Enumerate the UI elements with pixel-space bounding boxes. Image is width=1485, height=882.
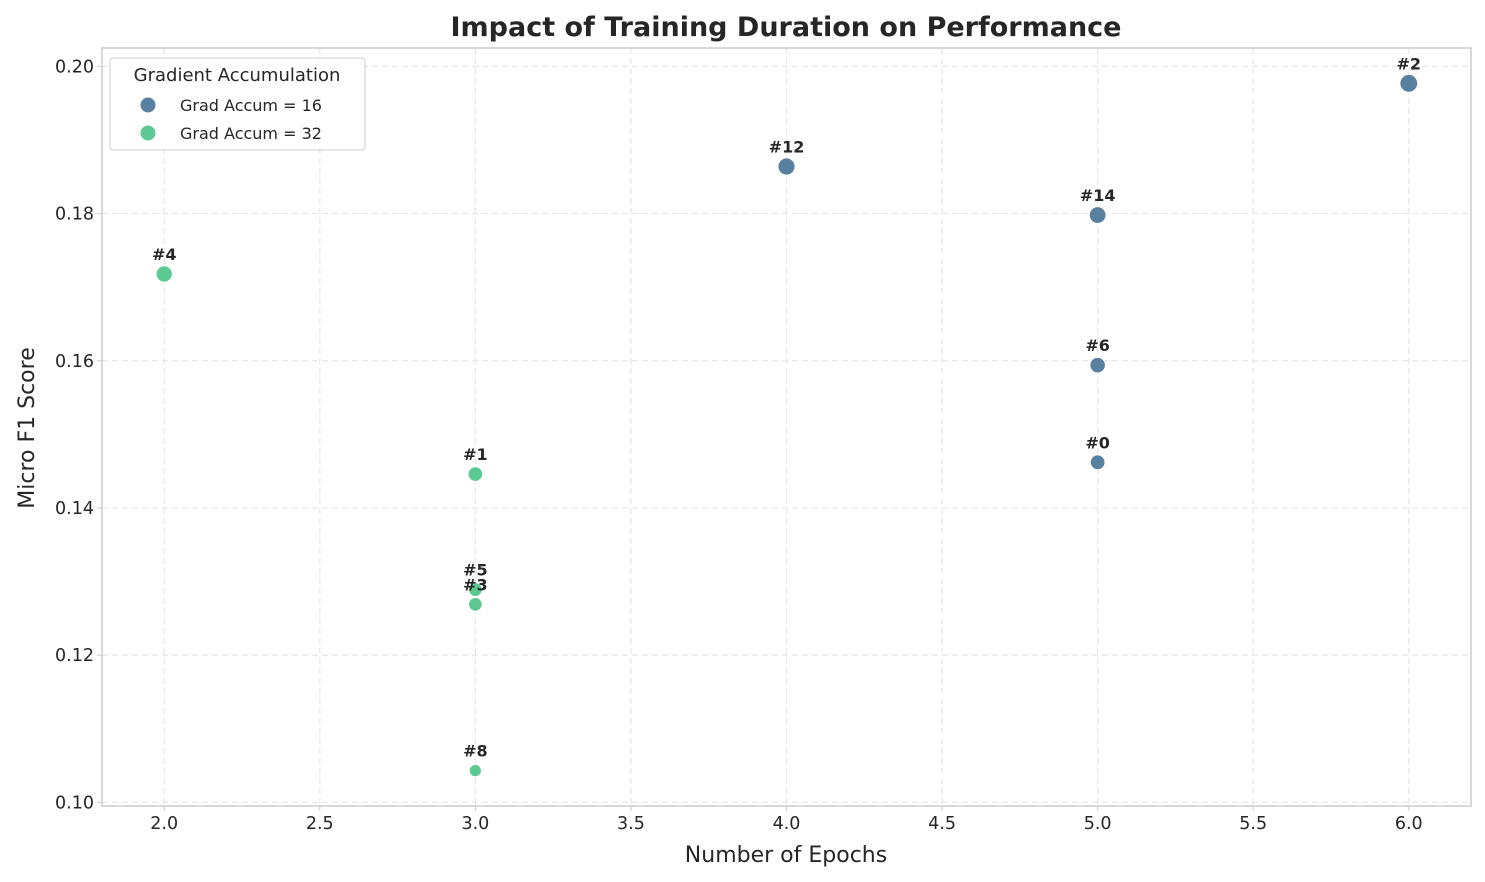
y-axis-ticks: 0.10 0.12 0.14 0.16 0.18 0.20	[55, 57, 102, 813]
x-tick-label: 5.0	[1084, 814, 1112, 834]
point-label: #8	[463, 742, 488, 761]
y-tick-label: 0.18	[55, 205, 94, 225]
grid	[102, 48, 1471, 806]
legend-marker-grad-accum-32	[139, 124, 157, 142]
point-label: #2	[1396, 54, 1421, 73]
data-point	[155, 265, 173, 283]
y-tick-label: 0.20	[55, 57, 94, 77]
x-tick-label: 3.5	[617, 814, 645, 834]
y-tick-label: 0.14	[55, 499, 94, 519]
point-label: #6	[1085, 336, 1110, 355]
point-label: #1	[463, 445, 488, 464]
data-point	[777, 157, 796, 176]
point-label: #5	[463, 561, 488, 580]
x-tick-label: 6.0	[1395, 814, 1423, 834]
y-tick-label: 0.16	[55, 352, 94, 372]
point-labels: #2 #12 #14 #6 #0 #4 #1 #5#3 #8	[152, 54, 1421, 760]
data-point	[468, 597, 483, 612]
legend-entry-grad-accum-32: Grad Accum = 32	[180, 124, 322, 143]
point-label: #4	[152, 245, 177, 264]
x-axis-ticks: 2.0 2.5 3.0 3.5 4.0 4.5 5.0 5.5 6.0	[150, 806, 1423, 834]
data-points	[155, 73, 1419, 778]
x-axis-label: Number of Epochs	[685, 843, 887, 868]
point-label: #3	[463, 575, 488, 594]
legend-marker-grad-accum-16	[139, 96, 157, 114]
point-label: #0	[1085, 433, 1110, 452]
data-point	[467, 582, 483, 598]
y-tick-label: 0.10	[55, 793, 94, 813]
x-tick-label: 2.5	[306, 814, 334, 834]
legend-entry-grad-accum-16: Grad Accum = 16	[180, 96, 322, 115]
data-point	[1089, 356, 1106, 374]
chart-title: Impact of Training Duration on Performan…	[451, 12, 1122, 43]
point-label: #12	[769, 137, 805, 156]
x-tick-label: 2.0	[150, 814, 178, 834]
legend-title: Gradient Accumulation	[134, 65, 341, 86]
x-tick-label: 3.0	[461, 814, 489, 834]
x-tick-label: 4.5	[928, 814, 956, 834]
data-point	[1089, 454, 1106, 471]
legend: Gradient Accumulation Grad Accum = 16 Gr…	[109, 57, 366, 151]
legend-box	[109, 57, 366, 151]
data-point	[467, 466, 484, 482]
data-point	[1088, 206, 1107, 224]
point-label: #14	[1080, 186, 1116, 205]
data-point	[468, 764, 482, 778]
data-point	[1399, 73, 1419, 93]
y-tick-label: 0.12	[55, 646, 94, 666]
x-tick-label: 5.5	[1239, 814, 1267, 834]
y-axis-label: Micro F1 Score	[15, 347, 40, 508]
x-tick-label: 4.0	[773, 814, 801, 834]
